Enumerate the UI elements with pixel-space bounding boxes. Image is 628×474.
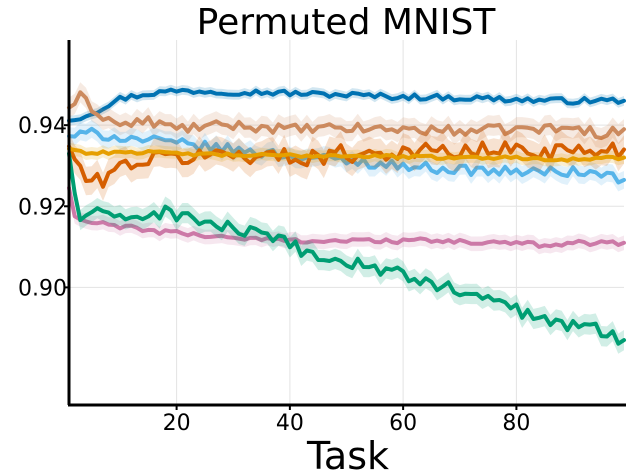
y-tick-label: 0.90 — [18, 276, 67, 301]
series-line — [67, 90, 626, 141]
x-tick-label: 80 — [502, 411, 530, 436]
y-tick-label: 0.92 — [18, 195, 67, 220]
x-ticks: 20 40 60 80 — [163, 405, 530, 436]
chart-title: Permuted MNIST — [197, 2, 497, 43]
series-line — [67, 151, 626, 346]
series-line — [67, 186, 626, 249]
series-confidence-band — [69, 82, 624, 149]
y-tick-label: 0.94 — [18, 114, 67, 139]
series-line — [67, 146, 626, 163]
series-line — [67, 126, 626, 185]
series-layer — [67, 82, 626, 354]
y-ticks: 0.90 0.92 0.94 — [18, 114, 69, 301]
x-tick-label: 60 — [389, 411, 417, 436]
series-confidence-band — [69, 143, 624, 354]
x-tick-label: 40 — [276, 411, 304, 436]
x-tick-label: 20 — [163, 411, 191, 436]
x-axis-label: Task — [306, 434, 389, 474]
series-line — [67, 87, 626, 123]
series-confidence-band — [69, 84, 624, 126]
